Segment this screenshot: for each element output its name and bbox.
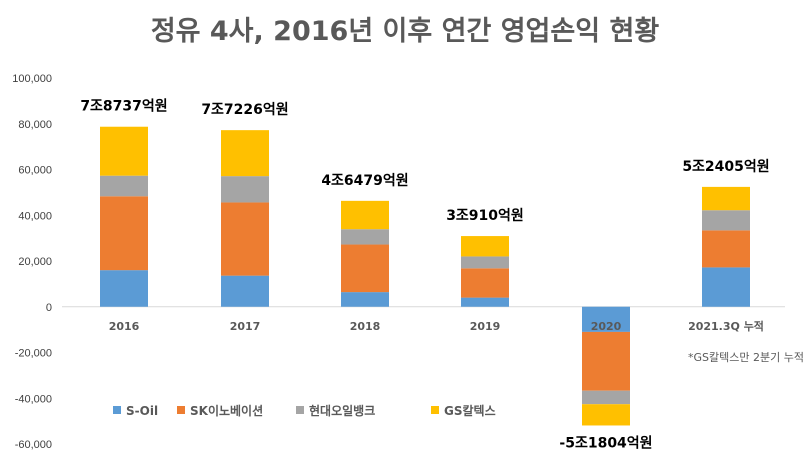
bar-segment — [100, 126, 148, 176]
bar-segment — [341, 244, 389, 293]
bar-segment — [100, 175, 148, 197]
annotation-note: *GS칼텍스만 2분기 누적 — [688, 351, 804, 364]
legend: S-Oil SK이노베이션 현대오일뱅크 GS칼텍스 — [113, 403, 496, 418]
x-tick-label: 2019 — [470, 320, 501, 333]
bar-segment — [221, 202, 269, 276]
bar-segment — [221, 275, 269, 307]
y-tick-label: -20,000 — [15, 348, 52, 360]
bars — [100, 126, 750, 426]
legend-label: SK이노베이션 — [190, 403, 263, 418]
y-tick-label: -40,000 — [15, 393, 52, 405]
x-tick-label: 2016 — [109, 320, 140, 333]
total-label: 5조2405억원 — [682, 159, 769, 175]
bar-segment — [341, 200, 389, 230]
bar-segment — [100, 196, 148, 271]
y-tick-label: 20,000 — [18, 256, 52, 268]
total-label: 7조8737억원 — [80, 99, 167, 115]
bar-segment — [702, 267, 750, 307]
bar-segment — [582, 404, 630, 426]
bar-segment — [461, 236, 509, 257]
y-tick-label: 80,000 — [18, 119, 52, 131]
legend-label: S-Oil — [126, 404, 158, 418]
bar-segment — [582, 306, 630, 332]
bar-segment — [702, 230, 750, 268]
x-tick-label: 2020 — [591, 320, 622, 333]
bar-segment — [100, 270, 148, 307]
legend-swatch — [431, 406, 439, 414]
bar-segment — [461, 256, 509, 269]
y-tick-label: 40,000 — [18, 210, 52, 222]
bar-segment — [702, 186, 750, 211]
x-tick-label: 2017 — [230, 320, 261, 333]
bar-segment — [341, 292, 389, 307]
y-tick-label: -60,000 — [15, 439, 52, 451]
total-label: 4조6479억원 — [321, 173, 408, 189]
legend-swatch — [177, 406, 185, 414]
bar-segment — [582, 331, 630, 391]
x-tick-label: 2021.3Q 누적 — [688, 319, 764, 333]
legend-swatch — [113, 406, 121, 414]
total-label: -5조1804억원 — [559, 435, 652, 451]
bar-segment — [341, 229, 389, 245]
y-axis: -60,000 -40,000 -20,000 0 20,000 40,000 60,000… — [12, 73, 785, 451]
y-tick-label: 0 — [46, 302, 52, 314]
y-tick-label: 100,000 — [12, 73, 52, 85]
bar-segment — [461, 268, 509, 298]
total-label: 7조7226억원 — [201, 102, 288, 118]
bar-segment — [461, 297, 509, 307]
chart-title: 정유 4사, 2016년 이후 연간 영업손익 현황 — [151, 16, 660, 47]
bar-segment — [221, 130, 269, 177]
bar-labels: 2016 2017 2018 2019 2020 2021.3Q 누적 7조8737억원 7조… — [80, 99, 769, 452]
bar-segment — [702, 210, 750, 231]
y-tick-label: 60,000 — [18, 165, 52, 177]
x-tick-label: 2018 — [350, 320, 381, 333]
legend-label: GS칼텍스 — [444, 403, 496, 418]
bar-segment — [582, 390, 630, 405]
bar-segment — [221, 176, 269, 203]
legend-label: 현대오일뱅크 — [309, 403, 375, 418]
legend-swatch — [296, 406, 304, 414]
total-label: 3조910억원 — [446, 208, 524, 224]
